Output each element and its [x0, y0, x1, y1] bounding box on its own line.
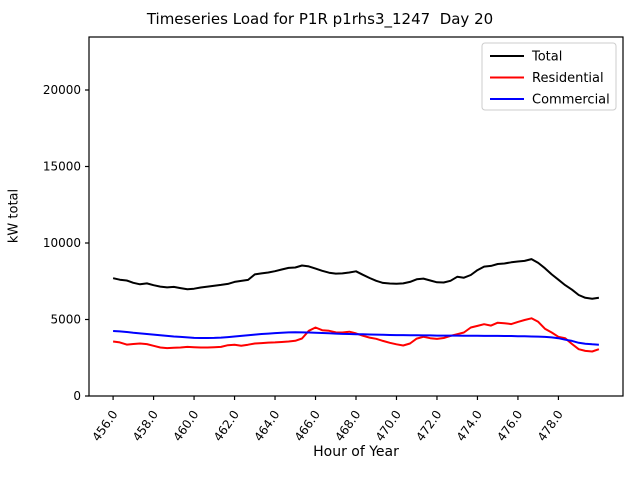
- x-tick-label: 472.0: [413, 408, 444, 444]
- x-tick-label: 470.0: [373, 408, 404, 444]
- x-tick-label: 476.0: [494, 408, 525, 444]
- y-tick-label: 5000: [50, 312, 81, 326]
- series-commercial-line: [113, 330, 599, 346]
- x-tick-label: 456.0: [89, 408, 120, 444]
- legend-label-residential: Residential: [532, 71, 604, 86]
- x-tick-label: 464.0: [251, 408, 282, 444]
- x-tick-label: 468.0: [332, 408, 363, 444]
- x-tick-label: 466.0: [292, 408, 323, 444]
- chart-title: Timeseries Load for P1R p1rhs3_1247 Day …: [146, 10, 494, 28]
- y-tick-label: 0: [73, 389, 81, 403]
- legend-box: [481, 42, 617, 111]
- x-tick-label: 460.0: [170, 408, 201, 444]
- series-total-line: [112, 258, 600, 300]
- y-axis-label: kW total: [6, 188, 22, 244]
- y-tick-label: 15000: [43, 159, 81, 173]
- x-tick-label: 478.0: [535, 408, 566, 444]
- y-tick-label: 20000: [43, 83, 81, 97]
- legend-label-commercial: Commercial: [532, 93, 610, 108]
- x-tick-label: 462.0: [211, 408, 242, 444]
- x-axis-label: Hour of Year: [313, 444, 399, 460]
- legend-label-total: Total: [531, 50, 562, 65]
- x-tick-label: 474.0: [454, 408, 485, 444]
- x-tick-label: 458.0: [130, 408, 161, 444]
- y-tick-label: 10000: [43, 236, 81, 250]
